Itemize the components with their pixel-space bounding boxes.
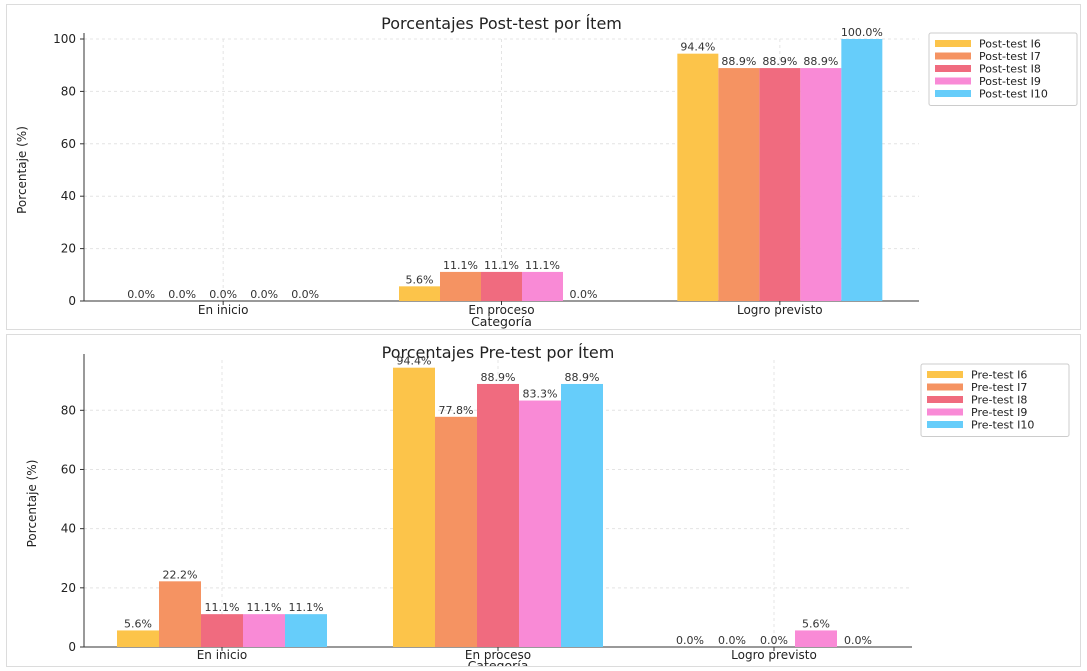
bar (519, 400, 561, 647)
bar (440, 271, 481, 301)
legend-label: Pre-test I6 (971, 369, 1027, 382)
bar (159, 581, 201, 647)
bar-value-label: 0.0% (168, 288, 196, 301)
legend-label: Post-test I9 (979, 75, 1041, 88)
bar-value-label: 11.1% (289, 601, 324, 614)
bar-value-label: 11.1% (205, 601, 240, 614)
bar-value-label: 0.0% (250, 288, 278, 301)
bar-value-label: 94.4% (397, 355, 432, 368)
x-axis-label: Categoría (468, 658, 529, 666)
post-test-chart-panel: Porcentajes Post-test por Ítem 0 20 40 60 80 1… (6, 4, 1081, 330)
bar (285, 614, 327, 647)
pre-test-chart-panel: Porcentajes Pre-test por Ítem 0 20 40 60 80 5.… (6, 334, 1081, 667)
bar-value-label: 11.1% (443, 259, 478, 272)
bar (435, 416, 477, 647)
legend-swatch (927, 383, 963, 391)
bar-value-label: 0.0% (127, 288, 155, 301)
y-tick-label: 0 (68, 640, 76, 654)
legend-box (928, 32, 1078, 106)
legend-swatch (935, 65, 971, 72)
bar-value-label: 11.1% (484, 259, 519, 272)
bar-value-label: 100.0% (841, 26, 883, 39)
bar (481, 271, 522, 301)
legend-label: Pre-test I10 (971, 419, 1034, 432)
x-axis-label: Categoría (471, 314, 532, 329)
y-tick-label: 0 (68, 294, 76, 308)
bar-value-label: 88.9% (803, 55, 838, 68)
legend-swatch (927, 408, 963, 416)
legend-label: Pre-test I8 (971, 394, 1027, 407)
x-tick-label: En inicio (197, 648, 248, 662)
bar (243, 614, 285, 647)
bar-value-label: 88.9% (565, 371, 600, 384)
bar-value-label: 77.8% (439, 404, 474, 417)
legend-label: Post-test I7 (979, 50, 1041, 63)
bar (477, 383, 519, 647)
bar (841, 39, 883, 301)
bar (800, 68, 842, 301)
x-tick-label: En proceso (468, 303, 534, 317)
bar (201, 614, 243, 647)
bar-value-label: 0.0% (570, 288, 598, 301)
legend-swatch (935, 40, 971, 47)
y-tick-label: 80 (61, 403, 76, 417)
bar (399, 286, 440, 301)
x-tick-label: En proceso (465, 648, 531, 662)
y-tick-label: 100 (53, 32, 76, 46)
x-tick-label: En inicio (198, 303, 249, 317)
chart-title: Porcentajes Post-test por Ítem (381, 14, 622, 33)
bar (117, 630, 159, 647)
y-tick-label: 20 (61, 581, 76, 595)
legend-label: Post-test I8 (979, 63, 1041, 76)
bar-value-label: 94.4% (680, 41, 715, 54)
legend-label: Post-test I6 (979, 38, 1041, 51)
bar (561, 383, 603, 647)
legend-swatch (927, 421, 963, 428)
legend-swatch (935, 52, 971, 60)
bar-value-label: 0.0% (760, 634, 788, 647)
y-tick-label: 40 (61, 522, 76, 536)
bar-value-label: 0.0% (718, 634, 746, 647)
bar-value-label: 11.1% (247, 601, 282, 614)
x-tick-label: Logro previsto (737, 303, 823, 317)
pre-test-chart: Porcentajes Pre-test por Ítem 0 20 40 60 80 5.… (25, 343, 1070, 666)
legend-swatch (927, 371, 963, 378)
bar-value-label: 0.0% (209, 288, 237, 301)
bar (522, 271, 563, 301)
bar-value-label: 0.0% (676, 634, 704, 647)
bar-value-label: 0.0% (844, 634, 872, 647)
bar (795, 630, 837, 647)
y-axis-label: Porcentaje (%) (25, 460, 39, 548)
bar-value-label: 83.3% (523, 388, 558, 401)
bar-value-label: 11.1% (525, 259, 560, 272)
chart-title: Porcentajes Pre-test por Ítem (382, 343, 615, 362)
bar-value-label: 88.9% (721, 55, 756, 68)
bar (759, 68, 801, 301)
bar-value-label: 0.0% (291, 288, 319, 301)
legend-label: Pre-test I7 (971, 381, 1027, 394)
legend-swatch (935, 77, 971, 85)
bar (677, 53, 719, 302)
bar (393, 367, 435, 647)
y-tick-label: 80 (61, 84, 76, 98)
y-tick-label: 60 (61, 137, 76, 151)
bar (718, 68, 760, 301)
bar-value-label: 5.6% (802, 617, 830, 630)
bar-value-label: 22.2% (163, 568, 198, 581)
bar-value-label: 5.6% (406, 273, 434, 286)
bar-value-label: 5.6% (124, 617, 152, 630)
legend-swatch (935, 90, 971, 97)
post-test-chart: Porcentajes Post-test por Ítem 0 20 40 60 80 1… (15, 14, 1078, 329)
y-axis-label: Porcentaje (%) (15, 126, 29, 214)
bar-value-label: 88.9% (762, 55, 797, 68)
y-tick-label: 60 (61, 462, 76, 476)
y-tick-label: 40 (61, 189, 76, 203)
legend-label: Pre-test I9 (971, 406, 1027, 419)
legend-label: Post-test I10 (979, 88, 1048, 101)
bar-value-label: 88.9% (481, 371, 516, 384)
legend-swatch (927, 396, 963, 403)
y-tick-label: 20 (61, 242, 76, 256)
legend-box (920, 363, 1070, 437)
x-tick-label: Logro previsto (731, 648, 817, 662)
